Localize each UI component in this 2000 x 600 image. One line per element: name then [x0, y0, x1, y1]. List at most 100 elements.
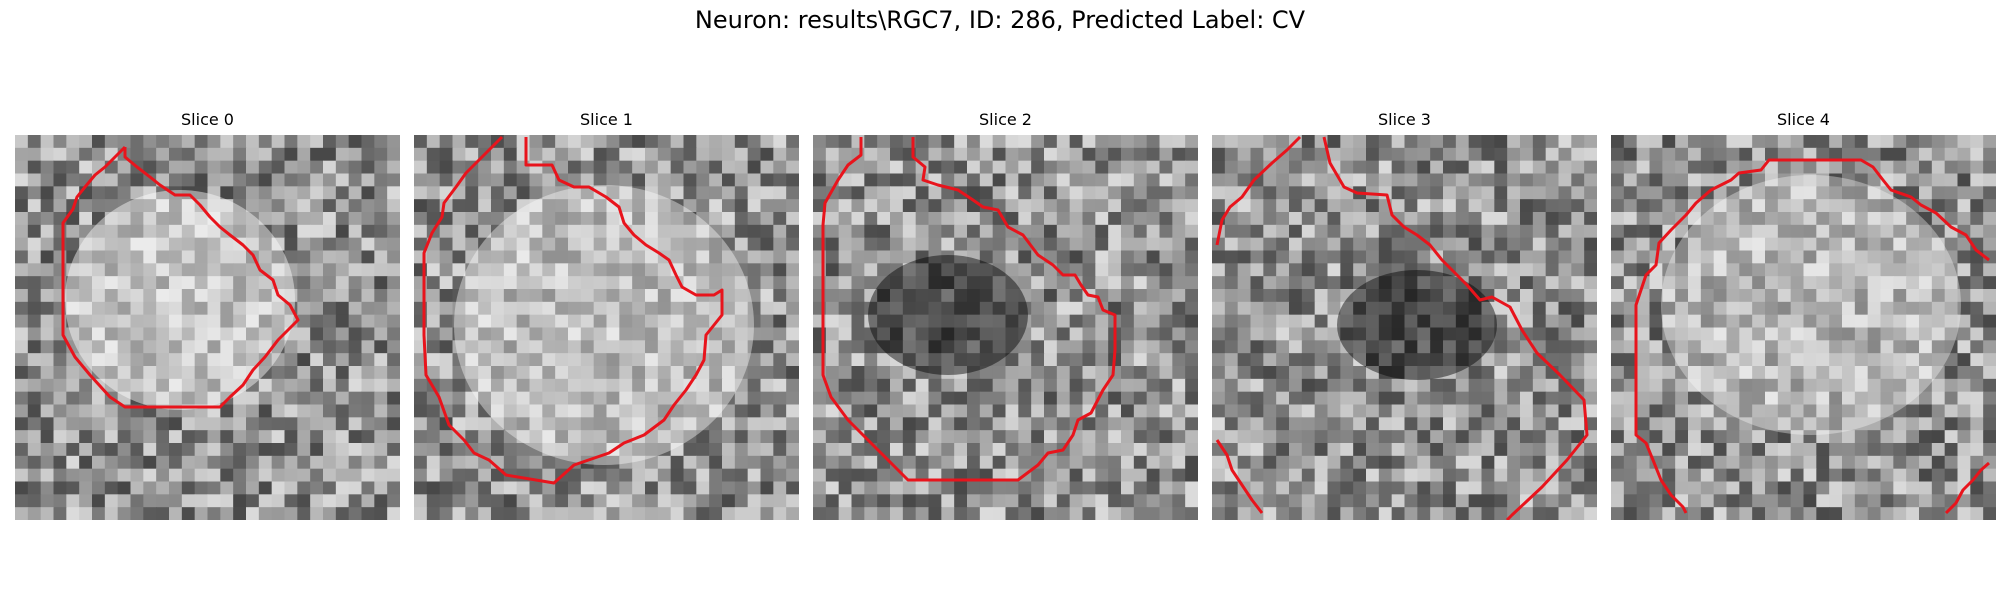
- pixel-cell: [258, 443, 273, 457]
- pixel-cell: [1314, 147, 1329, 162]
- pixel-cell: [1005, 250, 1019, 264]
- pixel-cell: [414, 212, 428, 226]
- pixel-cell: [1146, 455, 1161, 470]
- pixel-cell: [696, 135, 710, 149]
- pixel-cell: [1468, 224, 1483, 239]
- pixel-cell: [529, 378, 543, 393]
- pixel-cell: [1726, 186, 1740, 200]
- pixel-cell: [1688, 430, 1702, 444]
- pixel-cell: [1675, 173, 1689, 187]
- pixel-cell: [709, 340, 723, 354]
- pixel-cell: [760, 378, 774, 393]
- pixel-cell: [864, 263, 878, 277]
- pixel-cell: [1532, 263, 1547, 277]
- pixel-cell: [1172, 237, 1186, 252]
- pixel-cell: [1649, 289, 1663, 303]
- pixel-cell: [169, 340, 183, 354]
- pixel-cell: [941, 212, 955, 226]
- pixel-cell: [1765, 160, 1779, 175]
- pixel-cell: [555, 391, 569, 406]
- pixel-cell: [1494, 186, 1508, 200]
- slice-title-3: Slice 3: [1378, 110, 1431, 129]
- pixel-cell: [967, 391, 981, 406]
- pixel-cell: [1675, 417, 1689, 431]
- pixel-cell: [877, 353, 891, 367]
- pixel-cell: [979, 430, 994, 444]
- pixel-cell: [15, 366, 29, 380]
- pixel-cell: [1159, 455, 1173, 470]
- pixel-cell: [1430, 212, 1444, 226]
- pixel-cell: [1906, 327, 1920, 341]
- pixel-cell: [722, 147, 736, 162]
- pixel-cell: [1611, 250, 1625, 264]
- pixel-cell: [387, 404, 400, 418]
- pixel-cell: [1842, 378, 1856, 393]
- pixel-cell: [1289, 507, 1303, 520]
- pixel-cell: [169, 199, 183, 213]
- pixel-cell: [1314, 353, 1329, 367]
- pixel-cell: [786, 263, 799, 277]
- pixel-cell: [426, 250, 441, 264]
- contour-main-4: [1634, 158, 1990, 514]
- pixel-cell: [1931, 430, 1946, 444]
- pixel-cell: [954, 160, 968, 175]
- pixel-cell: [825, 237, 840, 252]
- pixel-cell: [426, 314, 441, 329]
- pixel-cell: [1790, 507, 1805, 520]
- pixel-cell: [335, 430, 350, 444]
- pixel-cell: [1031, 404, 1045, 418]
- pixel-cell: [284, 212, 298, 226]
- pixel-cell: [1430, 455, 1444, 470]
- pixel-cell: [915, 404, 930, 418]
- pixel-cell: [15, 160, 29, 175]
- pixel-cell: [207, 366, 221, 380]
- pixel-cell: [709, 468, 723, 483]
- pixel-cell: [1289, 147, 1303, 162]
- pixel-cell: [1289, 417, 1303, 431]
- pixel-cell: [1790, 366, 1805, 380]
- pixel-cell: [1069, 276, 1084, 290]
- pixel-cell: [1649, 135, 1663, 149]
- pixel-cell: [813, 443, 827, 457]
- pixel-cell: [1816, 481, 1830, 495]
- pixel-cell: [979, 212, 994, 226]
- pixel-cell: [452, 378, 466, 393]
- pixel-cell: [1957, 186, 1971, 200]
- pixel-cell: [1481, 327, 1495, 341]
- pixel-cell: [1906, 391, 1920, 406]
- pixel-cell: [1842, 430, 1856, 444]
- pixel-cell: [902, 276, 917, 290]
- pixel-cell: [194, 263, 209, 277]
- pixel-cell: [1276, 455, 1290, 470]
- pixel-cell: [670, 404, 685, 418]
- pixel-cell: [1842, 250, 1856, 264]
- pixel-cell: [1765, 250, 1779, 264]
- pixel-cell: [606, 481, 620, 495]
- pixel-cell: [529, 224, 543, 239]
- pixel-cell: [722, 404, 736, 418]
- pixel-cell: [670, 366, 685, 380]
- pixel-cell: [1919, 443, 1933, 457]
- pixel-cell: [722, 468, 736, 483]
- pixel-cell: [1005, 135, 1019, 149]
- pixel-cell: [1983, 481, 1996, 495]
- pixel-cell: [348, 430, 363, 444]
- pixel-cell: [915, 289, 930, 303]
- pixel-cell: [1353, 327, 1367, 341]
- pixel-cell: [1842, 199, 1856, 213]
- pixel-cell: [284, 353, 298, 367]
- pixel-cell: [478, 250, 492, 264]
- pixel-cell: [992, 430, 1007, 444]
- pixel-cell: [1301, 212, 1316, 226]
- pixel-cell: [1829, 276, 1843, 290]
- pixel-cell: [156, 237, 170, 252]
- pixel-cell: [1172, 455, 1186, 470]
- pixel-cell: [92, 507, 106, 520]
- pixel-cell: [864, 160, 878, 175]
- pixel-cell: [1095, 417, 1109, 431]
- pixel-cell: [66, 327, 80, 341]
- pixel-cell: [246, 173, 260, 187]
- pixel-cell: [53, 494, 67, 508]
- pixel-cell: [348, 135, 363, 149]
- pixel-cell: [335, 250, 350, 264]
